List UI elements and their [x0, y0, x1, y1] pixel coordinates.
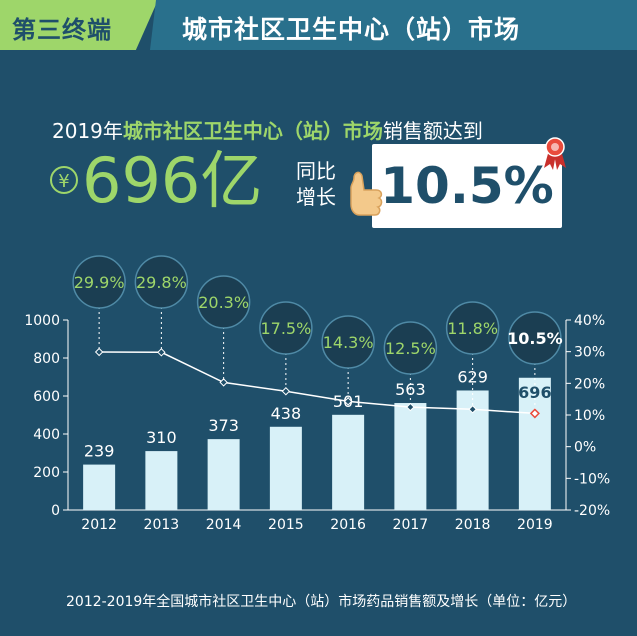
left-axis-tick-label: 0 [51, 503, 60, 519]
bar-2016 [332, 414, 365, 510]
award-ribbon-icon [544, 137, 566, 170]
left-axis-tick-label: 400 [33, 427, 60, 443]
headline-suffix: 销售额达到 [382, 119, 483, 143]
thumbs-up-hand-icon [350, 171, 383, 216]
growth-point [94, 347, 104, 357]
growth-point [157, 348, 166, 357]
growth-value-label: 29.8% [136, 273, 187, 292]
page-title: 城市社区卫生中心（站）市场 [182, 15, 521, 44]
yoy-label-line2: 增长 [296, 185, 336, 209]
growth-point [343, 397, 353, 406]
headline: 2019年城市社区卫生中心（站）市场销售额达到 [52, 115, 483, 144]
bar-2013 [145, 451, 178, 510]
headline-market: 城市社区卫生中心（站）市场 [122, 119, 383, 143]
growth-point [529, 408, 540, 419]
sales-amount: 696亿 [82, 144, 263, 217]
bar-value-label: 696 [518, 383, 551, 402]
bar-2015 [269, 426, 302, 510]
right-axis-tick-label: 30% [574, 345, 605, 361]
growth-point [468, 405, 477, 414]
bar-2017 [394, 403, 427, 510]
right-axis-tick-label: 0% [574, 440, 596, 456]
x-axis-tick-label: 2012 [81, 517, 117, 533]
growth-point [219, 378, 228, 387]
growth-point [406, 402, 415, 412]
yoy-label-line1: 同比 [296, 159, 336, 183]
yoy-label: 同比 增长 [296, 158, 346, 210]
x-axis-tick-label: 2015 [268, 517, 304, 533]
growth-card: 10.5% [372, 144, 562, 228]
bar-value-label: 373 [208, 416, 239, 435]
growth-line [99, 351, 535, 415]
x-axis-tick-label: 2018 [455, 517, 491, 533]
x-axis-tick-label: 2014 [206, 517, 242, 533]
bar-value-label: 310 [146, 428, 177, 447]
growth-bubble [196, 275, 251, 329]
right-axis-tick-label: 10% [574, 408, 605, 424]
right-axis-tick-label: 40% [574, 313, 605, 329]
growth-bubble [508, 311, 562, 365]
yen-icon: ¥ [50, 166, 78, 194]
x-axis-tick-label: 2016 [330, 517, 366, 533]
growth-bubble [321, 315, 375, 369]
growth-value-label: 20.3% [198, 293, 249, 312]
bar-value-label: 629 [457, 367, 488, 386]
bar-value-label: 438 [271, 404, 302, 423]
growth-value-label: 14.3% [323, 333, 374, 352]
x-axis-tick-label: 2019 [517, 517, 553, 533]
growth-value-label: 29.9% [74, 273, 125, 292]
headline-year: 2019年 [52, 119, 123, 143]
bar-value-label: 239 [84, 442, 115, 461]
growth-value-label: 12.5% [385, 339, 436, 358]
section-tag-label: 第三终端 [12, 16, 112, 44]
x-axis-tick-label: 2013 [144, 517, 180, 533]
growth-value-label: 11.8% [447, 319, 498, 338]
left-axis-tick-label: 600 [33, 389, 60, 405]
bar-2012 [83, 464, 116, 510]
x-axis-tick-label: 2017 [393, 517, 429, 533]
left-axis-tick-label: 200 [33, 465, 60, 481]
growth-point [281, 387, 291, 396]
right-axis-tick-label: -10% [574, 471, 610, 487]
growth-bubble [259, 301, 313, 355]
growth-value-label: 17.5% [260, 319, 311, 338]
right-axis-tick-label: -20% [574, 503, 610, 519]
growth-value-label: 10.5% [507, 329, 563, 348]
chart-caption: 2012-2019年全国城市社区卫生中心（站）市场药品销售额及增长（单位：亿元） [66, 594, 577, 610]
growth-bubble [383, 321, 438, 375]
growth-bubble [445, 301, 500, 355]
section-tag: 第三终端 [0, 0, 158, 50]
bar-2014 [207, 439, 240, 510]
left-axis-tick-label: 1000 [24, 313, 60, 329]
growth-bubble [134, 255, 189, 309]
page-title-bar: 城市社区卫生中心（站）市场 [150, 0, 637, 50]
growth-value: 10.5% [380, 157, 554, 215]
right-axis-tick-label: 20% [574, 376, 605, 392]
left-axis-tick-label: 800 [33, 351, 60, 367]
bar-value-label: 563 [395, 380, 426, 399]
growth-bubble [72, 255, 126, 309]
sales-growth-chart: 0 200 400 600 800 1000 -20% -10% 0% 10% 20% 30% 40% 2… [24, 255, 610, 533]
